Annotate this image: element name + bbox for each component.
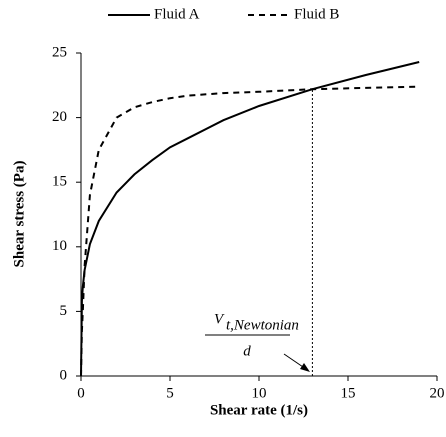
y-tick-label: 25 bbox=[52, 44, 67, 60]
y-tick-label: 0 bbox=[60, 367, 68, 383]
y-axis-title: Shear stress (Pa) bbox=[11, 161, 27, 268]
y-tick-label: 5 bbox=[60, 303, 68, 319]
annotation-subscript: t,Newtonian bbox=[226, 317, 299, 333]
x-tick-label: 15 bbox=[341, 385, 356, 401]
y-tick-label: 20 bbox=[52, 109, 67, 125]
x-axis-title: Shear rate (1/s) bbox=[210, 402, 308, 418]
y-tick-label: 15 bbox=[52, 174, 67, 190]
x-tick-label: 10 bbox=[252, 385, 267, 401]
series-line bbox=[80, 61, 420, 377]
y-tick-label: 10 bbox=[52, 238, 67, 254]
x-tick-label: 0 bbox=[77, 385, 85, 401]
x-tick-label: 20 bbox=[430, 385, 445, 401]
annotation: V t,Newtonian d bbox=[205, 311, 310, 372]
annotation-denominator: d bbox=[243, 343, 251, 359]
legend-label: Fluid A bbox=[154, 6, 200, 22]
annotation-numerator: V bbox=[214, 311, 225, 327]
arrow-head bbox=[300, 363, 310, 372]
legend-label: Fluid B bbox=[294, 6, 339, 22]
x-tick-label: 5 bbox=[166, 385, 174, 401]
